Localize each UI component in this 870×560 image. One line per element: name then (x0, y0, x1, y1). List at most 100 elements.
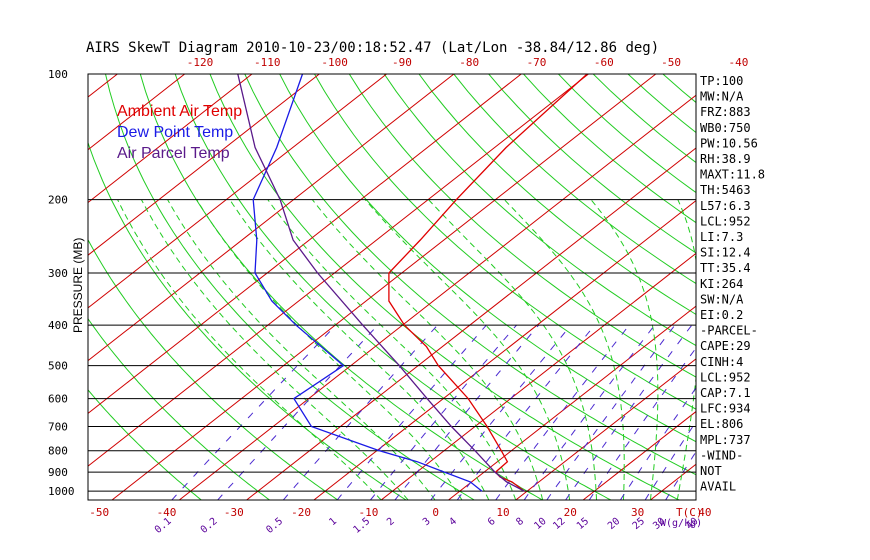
moist-adiabat-lines (117, 199, 696, 500)
mixing-ratio-line (644, 420, 696, 500)
mixing-ratio-line (217, 324, 379, 500)
plot-frame (87, 73, 697, 501)
index-entry: AVAIL (700, 480, 736, 494)
dry-adiabat (314, 74, 696, 410)
dry-adiabat (837, 74, 870, 500)
index-entry: RH:38.9 (700, 152, 751, 166)
legend-entry: Dew Point Temp (117, 124, 233, 141)
index-entry: -PARCEL- (700, 324, 758, 338)
isotherm (650, 463, 696, 500)
index-entry: L57:6.3 (700, 199, 751, 213)
index-entry: LCL:952 (700, 370, 751, 384)
index-entry: FRZ:883 (700, 105, 751, 119)
x-tick-label-top: -60 (594, 56, 614, 69)
mixing-ratio-label: 10 (532, 516, 548, 532)
mixing-ratio-line (619, 387, 696, 500)
mixing-ratio-label: 1 (327, 516, 339, 528)
dry-adiabat (523, 74, 696, 224)
mixing-ratio-line (588, 347, 696, 500)
index-entry: MPL:737 (700, 433, 751, 447)
index-entry: TH:5463 (700, 183, 751, 197)
mixing-ratio-line (546, 324, 676, 500)
isotherm (313, 200, 696, 500)
mixing-ratio-line (430, 324, 572, 500)
isotherm (582, 410, 696, 500)
mixing-ratio-label: 2 (385, 516, 397, 528)
isotherm (88, 74, 186, 151)
legend: Ambient Air Temp Dew Point Temp Air Parcel… (117, 103, 242, 162)
mixing-ratio-label: 0.2 (199, 516, 220, 536)
index-entry: CAPE:29 (700, 339, 751, 353)
mixing-ratio-line (523, 324, 656, 500)
index-entry: CAP:7.1 (700, 386, 751, 400)
moist-adiabat (229, 199, 490, 500)
mixing-ratio-label: 3 (421, 516, 433, 528)
x-tick-label-bottom: -50 (89, 506, 109, 519)
y-tick-label: 800 (48, 445, 68, 458)
isotherm (88, 74, 522, 414)
mixing-ratio-lines (171, 324, 696, 500)
isotherm (88, 74, 387, 309)
moist-adiabat (311, 199, 544, 500)
y-tick-label: 200 (48, 194, 68, 207)
index-entry: NOT (700, 464, 722, 478)
x-tick-label-top: -110 (254, 56, 281, 69)
x-axis-label: T(C) (676, 506, 703, 519)
index-entry: TT:35.4 (700, 261, 751, 275)
index-entry: LCL:952 (700, 214, 751, 228)
isotherm (785, 74, 870, 500)
legend-entry: Ambient Air Temp (117, 103, 242, 120)
dry-adiabat (88, 238, 339, 500)
mixing-ratio-label: 8 (514, 516, 526, 528)
mixing-ratio-line (370, 324, 517, 500)
dry-adiabat-lines (88, 74, 870, 500)
y-tick-label: 1000 (48, 485, 75, 498)
index-entry: WB0:750 (700, 121, 751, 135)
x-tick-label-bottom: 40 (698, 506, 711, 519)
x-tick-label-top: -90 (392, 56, 412, 69)
dry-adiabat (453, 74, 696, 285)
dry-adiabat (88, 389, 202, 500)
isotherm (111, 74, 657, 500)
x-tick-label-bottom: 30 (631, 506, 644, 519)
index-entry: -WIND- (700, 448, 743, 462)
y-tick-label: 400 (48, 319, 68, 332)
x-tick-label-bottom: -20 (291, 506, 311, 519)
dry-adiabat (767, 74, 870, 500)
mixing-ratio-label: 4 (447, 516, 459, 528)
moist-adiabat (428, 199, 597, 500)
isotherm (88, 74, 118, 98)
isotherm (88, 74, 320, 256)
index-entry: LFC:934 (700, 402, 751, 416)
x-tick-label-bottom: -10 (358, 506, 378, 519)
mixing-ratio-line (495, 324, 630, 500)
x-tick-label-bottom: -40 (157, 506, 177, 519)
series-line (252, 74, 483, 492)
y-tick-label: 600 (48, 393, 68, 406)
mixing-ratio-line (171, 324, 337, 500)
moist-adiabat (117, 199, 382, 500)
index-entry: MW:N/A (700, 90, 744, 104)
moist-adiabat (676, 199, 696, 500)
dry-adiabat (139, 74, 543, 500)
legend-entry: Air Parcel Temp (117, 145, 230, 162)
dry-adiabat (174, 74, 612, 500)
x-tick-label-top: -100 (321, 56, 348, 69)
x-tick-label-bottom: 10 (496, 506, 509, 519)
moist-adiabat (590, 199, 659, 500)
index-entry: MAXT:11.8 (700, 168, 765, 182)
y-tick-label: 700 (48, 421, 68, 434)
y-axis-label: PRESSURE (MB) (71, 238, 85, 333)
index-entry: SW:N/A (700, 292, 744, 306)
y-tick-label: 500 (48, 360, 68, 373)
index-entry: SI:12.4 (700, 246, 751, 260)
dry-adiabat (348, 74, 696, 378)
dry-adiabat (244, 74, 696, 476)
y-tick-label: 900 (48, 466, 68, 479)
y-tick-label: 100 (48, 68, 68, 81)
isotherm (88, 74, 455, 362)
mixing-ratio-label: 15 (575, 516, 591, 532)
moist-adiabat (140, 199, 409, 500)
